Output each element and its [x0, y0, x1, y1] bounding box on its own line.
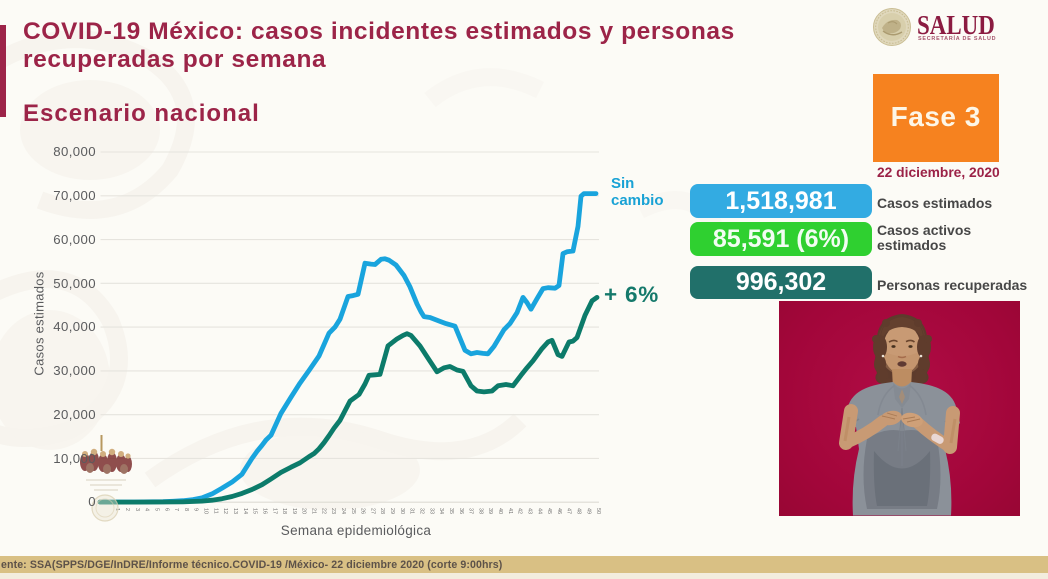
svg-text:23: 23	[330, 508, 336, 514]
svg-text:49: 49	[585, 508, 591, 514]
svg-text:27: 27	[369, 508, 375, 514]
svg-text:16: 16	[261, 508, 267, 514]
svg-text:15: 15	[252, 508, 258, 514]
svg-text:44: 44	[536, 508, 542, 514]
svg-text:6: 6	[163, 508, 169, 511]
svg-text:18: 18	[281, 508, 287, 514]
svg-text:48: 48	[576, 508, 582, 514]
svg-text:4: 4	[144, 508, 150, 511]
svg-text:24: 24	[340, 508, 346, 514]
svg-text:50: 50	[595, 508, 601, 514]
svg-text:29: 29	[389, 508, 395, 514]
svg-text:37: 37	[468, 508, 474, 514]
svg-text:19: 19	[291, 508, 297, 514]
svg-text:28: 28	[379, 508, 385, 514]
svg-text:39: 39	[487, 508, 493, 514]
svg-text:11: 11	[212, 508, 218, 514]
svg-text:25: 25	[350, 508, 356, 514]
svg-text:5: 5	[154, 508, 160, 511]
svg-text:33: 33	[428, 508, 434, 514]
svg-text:10: 10	[203, 508, 209, 514]
svg-text:34: 34	[438, 508, 444, 514]
svg-text:35: 35	[448, 508, 454, 514]
svg-text:21: 21	[311, 508, 317, 514]
svg-text:7: 7	[173, 508, 179, 511]
svg-text:14: 14	[242, 508, 248, 514]
svg-text:41: 41	[507, 508, 513, 514]
svg-text:8: 8	[183, 508, 189, 511]
svg-text:46: 46	[556, 508, 562, 514]
svg-text:22: 22	[320, 508, 326, 514]
svg-text:47: 47	[566, 508, 572, 514]
svg-text:36: 36	[458, 508, 464, 514]
svg-text:40: 40	[497, 508, 503, 514]
svg-text:3: 3	[134, 508, 140, 511]
svg-text:2: 2	[124, 508, 130, 511]
svg-text:9: 9	[193, 508, 199, 511]
svg-text:43: 43	[527, 508, 533, 514]
svg-text:20: 20	[301, 508, 307, 514]
svg-text:45: 45	[546, 508, 552, 514]
svg-text:13: 13	[232, 508, 238, 514]
svg-text:42: 42	[517, 508, 523, 514]
svg-text:17: 17	[271, 508, 277, 514]
svg-text:1: 1	[114, 508, 120, 511]
svg-text:38: 38	[477, 508, 483, 514]
svg-text:26: 26	[360, 508, 366, 514]
svg-text:32: 32	[419, 508, 425, 514]
svg-text:30: 30	[399, 508, 405, 514]
svg-text:31: 31	[409, 508, 415, 514]
svg-text:12: 12	[222, 508, 228, 514]
